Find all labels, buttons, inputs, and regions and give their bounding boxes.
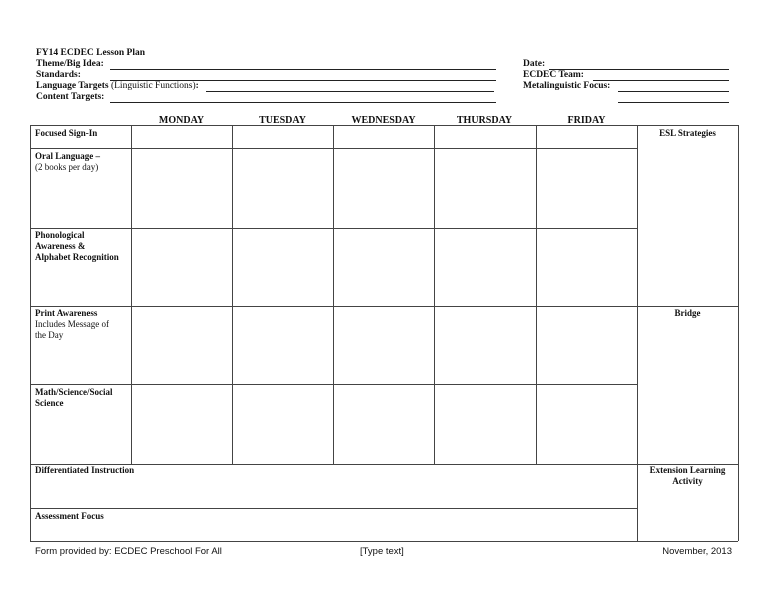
content-targets-label: Content Targets: [36,92,105,102]
team-field[interactable] [593,80,729,81]
row-focused-sign-in: Focused Sign-In [35,128,98,138]
row-assessment-focus: Assessment Focus [35,511,104,521]
language-targets-label: Language Targets (Linguistic Functions): [36,81,199,91]
date-label: Date: [523,59,546,69]
row-print-awareness: Print Awareness Includes Message of the Da… [35,308,109,340]
metalinguistic-label: Metalinguistic Focus: [523,81,611,91]
date-field[interactable] [549,69,729,70]
day-friday: FRIDAY [567,115,606,126]
row-phonological: Phonological Awareness & Alphabet Recognit… [35,230,119,262]
team-label: ECDEC Team: [523,70,584,80]
standards-label: Standards: [36,70,81,80]
metalinguistic-field-2[interactable] [618,102,729,103]
day-thursday: THURSDAY [456,115,513,126]
row-differentiated-instruction: Differentiated Instruction [35,465,135,475]
bridge: Bridge [674,308,701,318]
day-wednesday: WEDNESDAY [351,115,416,126]
footer-date: November, 2013 [662,546,732,557]
footer-placeholder: [Type text] [360,546,404,557]
content-targets-field[interactable] [110,102,496,103]
form-title: FY14 ECDEC Lesson Plan [36,48,145,58]
day-tuesday: TUESDAY [259,115,306,126]
footer-provider: Form provided by: ECDEC Preschool For Al… [35,546,222,557]
row-oral-language: Oral Language – (2 books per day) [35,151,101,172]
day-monday: MONDAY [158,115,205,126]
esl-strategies: ESL Strategies [659,128,716,138]
row-math-science: Math/Science/Social Science [35,387,113,408]
theme-field[interactable] [110,69,496,70]
theme-label: Theme/Big Idea: [36,59,104,69]
extension-learning-activity: Extension Learning Activity [649,465,726,486]
standards-field[interactable] [110,80,496,81]
metalinguistic-field[interactable] [618,91,729,92]
language-targets-field[interactable] [206,91,494,92]
